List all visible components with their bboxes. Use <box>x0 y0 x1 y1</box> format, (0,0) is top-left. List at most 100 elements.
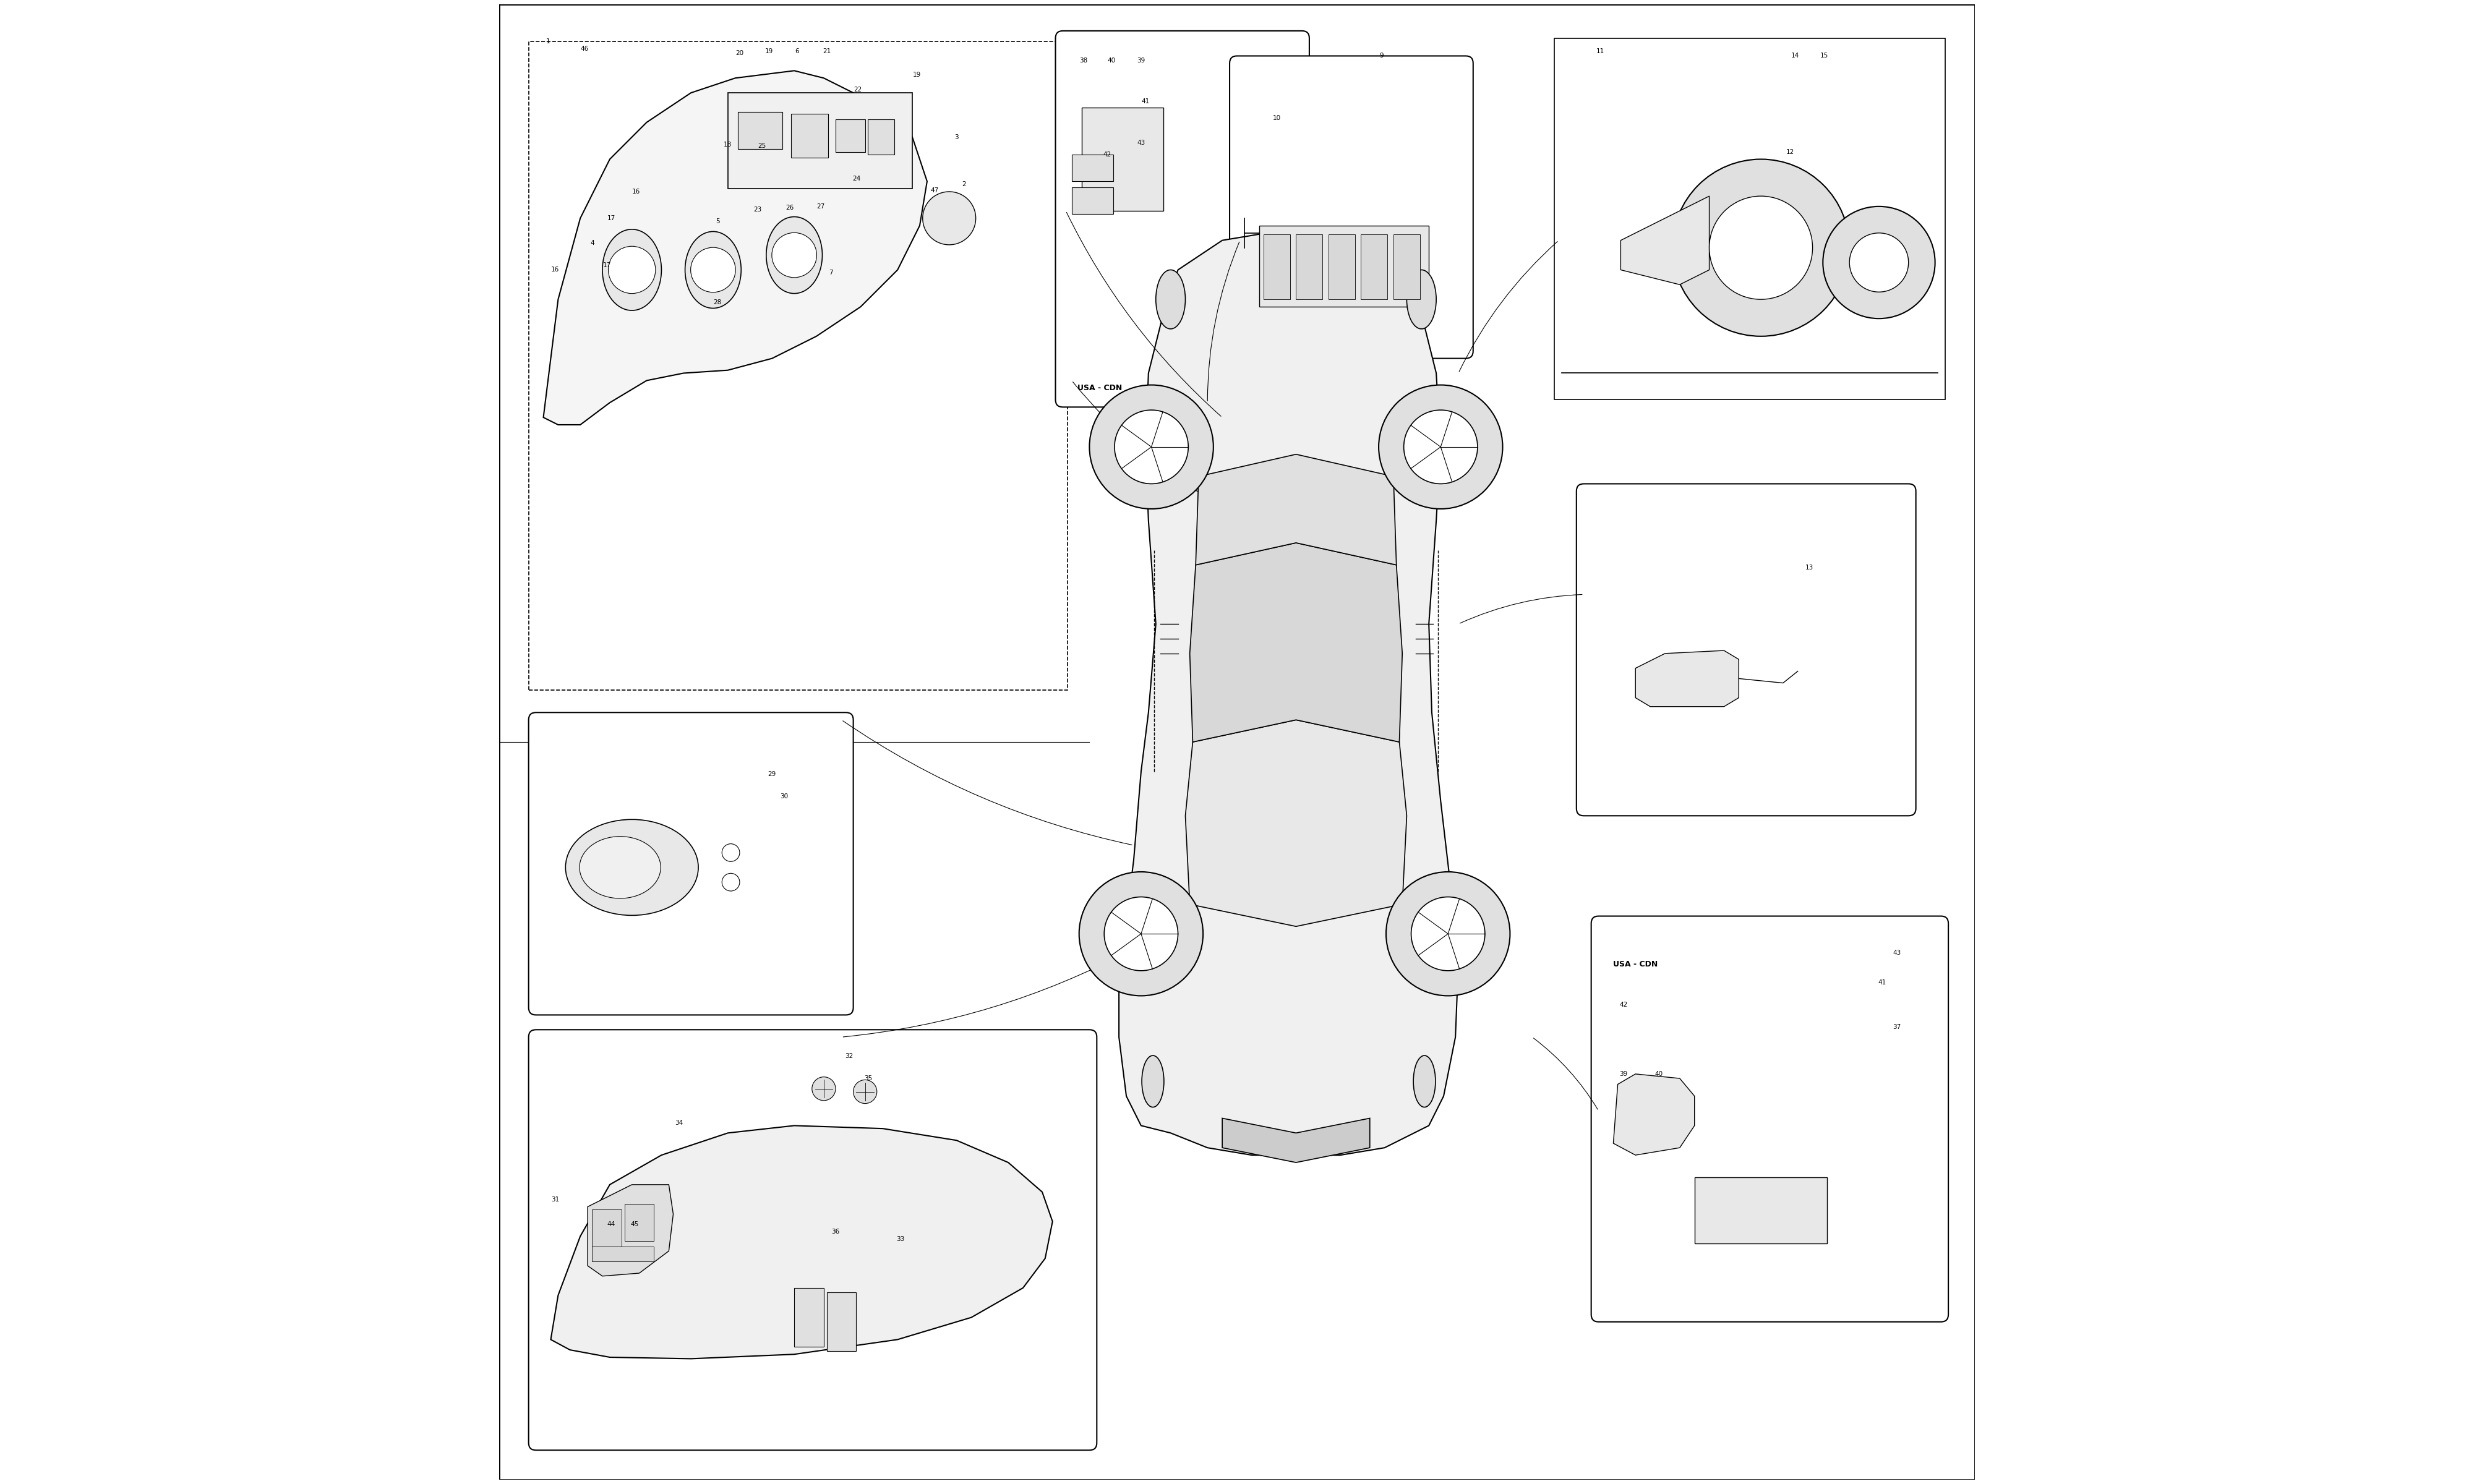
Polygon shape <box>1195 454 1395 565</box>
Text: 13: 13 <box>1806 565 1813 571</box>
Bar <box>529 42 1066 690</box>
Text: 3: 3 <box>955 134 957 139</box>
Polygon shape <box>1620 196 1710 285</box>
Text: 31: 31 <box>552 1196 559 1202</box>
Bar <box>826 1293 856 1352</box>
Bar <box>591 1209 621 1247</box>
FancyBboxPatch shape <box>1591 916 1950 1322</box>
Text: 39: 39 <box>1138 58 1145 64</box>
Circle shape <box>1672 159 1851 337</box>
Polygon shape <box>1613 1074 1695 1155</box>
Text: 39: 39 <box>1620 1071 1628 1077</box>
Text: 20: 20 <box>735 50 745 56</box>
FancyBboxPatch shape <box>1576 484 1915 816</box>
Bar <box>737 111 782 148</box>
Text: 12: 12 <box>1786 148 1794 154</box>
Text: 2: 2 <box>962 181 965 187</box>
Text: USA - CDN: USA - CDN <box>1079 384 1123 392</box>
Ellipse shape <box>1155 270 1185 329</box>
Circle shape <box>772 233 816 278</box>
Text: 35: 35 <box>863 1076 873 1082</box>
Bar <box>794 1288 824 1347</box>
Bar <box>1071 154 1113 181</box>
Text: 5: 5 <box>715 218 720 224</box>
Text: 38: 38 <box>1079 58 1089 64</box>
Text: 46: 46 <box>581 46 589 52</box>
Bar <box>1329 234 1356 300</box>
Text: 19: 19 <box>764 49 774 55</box>
Circle shape <box>854 1080 876 1104</box>
Text: 17: 17 <box>604 263 611 269</box>
Text: 44: 44 <box>606 1221 616 1227</box>
Text: 19: 19 <box>913 73 920 79</box>
Circle shape <box>1378 384 1502 509</box>
Bar <box>591 1247 653 1261</box>
Text: 15: 15 <box>1821 53 1828 59</box>
Text: 23: 23 <box>752 206 762 212</box>
Text: 42: 42 <box>1103 151 1111 157</box>
Polygon shape <box>1635 650 1739 706</box>
Circle shape <box>1103 896 1178 971</box>
Text: 1: 1 <box>547 39 549 45</box>
Text: 28: 28 <box>713 300 722 306</box>
Text: 36: 36 <box>831 1229 839 1235</box>
Bar <box>1081 107 1163 211</box>
Ellipse shape <box>1413 1055 1435 1107</box>
Bar <box>1259 226 1430 307</box>
Circle shape <box>722 844 740 862</box>
Bar <box>1361 234 1388 300</box>
Bar <box>868 119 896 154</box>
Circle shape <box>1113 410 1188 484</box>
Text: 4: 4 <box>589 240 594 246</box>
Bar <box>836 119 866 151</box>
Circle shape <box>722 873 740 890</box>
Circle shape <box>690 248 735 292</box>
Polygon shape <box>1190 543 1403 742</box>
Polygon shape <box>589 1184 673 1276</box>
Text: 16: 16 <box>552 267 559 273</box>
Text: 26: 26 <box>787 205 794 211</box>
Circle shape <box>923 191 975 245</box>
Ellipse shape <box>1408 270 1437 329</box>
Bar <box>727 93 913 188</box>
Circle shape <box>1079 871 1202 996</box>
Text: 25: 25 <box>757 142 767 148</box>
Text: 27: 27 <box>816 203 824 209</box>
Text: 41: 41 <box>1141 98 1150 105</box>
Ellipse shape <box>685 232 742 309</box>
Circle shape <box>1403 410 1477 484</box>
Text: 18: 18 <box>725 141 732 147</box>
Circle shape <box>609 246 656 294</box>
Text: 40: 40 <box>1108 58 1116 64</box>
Ellipse shape <box>567 819 698 916</box>
Text: 43: 43 <box>1138 139 1145 145</box>
Ellipse shape <box>579 837 661 898</box>
Polygon shape <box>552 1125 1051 1359</box>
Text: 24: 24 <box>851 175 861 181</box>
Bar <box>1554 39 1945 399</box>
Circle shape <box>811 1077 836 1101</box>
Text: 16: 16 <box>633 188 641 194</box>
Circle shape <box>1385 871 1509 996</box>
Polygon shape <box>544 71 928 424</box>
Circle shape <box>1410 896 1484 971</box>
Bar <box>1296 234 1324 300</box>
Circle shape <box>1851 233 1907 292</box>
Circle shape <box>1823 206 1935 319</box>
Bar <box>1695 1177 1828 1244</box>
Circle shape <box>1710 196 1813 300</box>
Text: 41: 41 <box>1878 979 1885 985</box>
Text: USA - CDN: USA - CDN <box>1613 960 1658 969</box>
Text: 42: 42 <box>1620 1002 1628 1008</box>
Polygon shape <box>1222 1119 1371 1162</box>
Text: 29: 29 <box>767 772 777 778</box>
Text: 32: 32 <box>844 1054 854 1060</box>
Bar <box>1393 234 1420 300</box>
Text: 6: 6 <box>794 49 799 55</box>
Text: 9: 9 <box>1380 53 1383 59</box>
Text: 7: 7 <box>829 270 834 276</box>
Text: 22: 22 <box>854 86 861 93</box>
Ellipse shape <box>601 230 661 310</box>
Ellipse shape <box>1143 1055 1163 1107</box>
Text: 37: 37 <box>1893 1024 1900 1030</box>
